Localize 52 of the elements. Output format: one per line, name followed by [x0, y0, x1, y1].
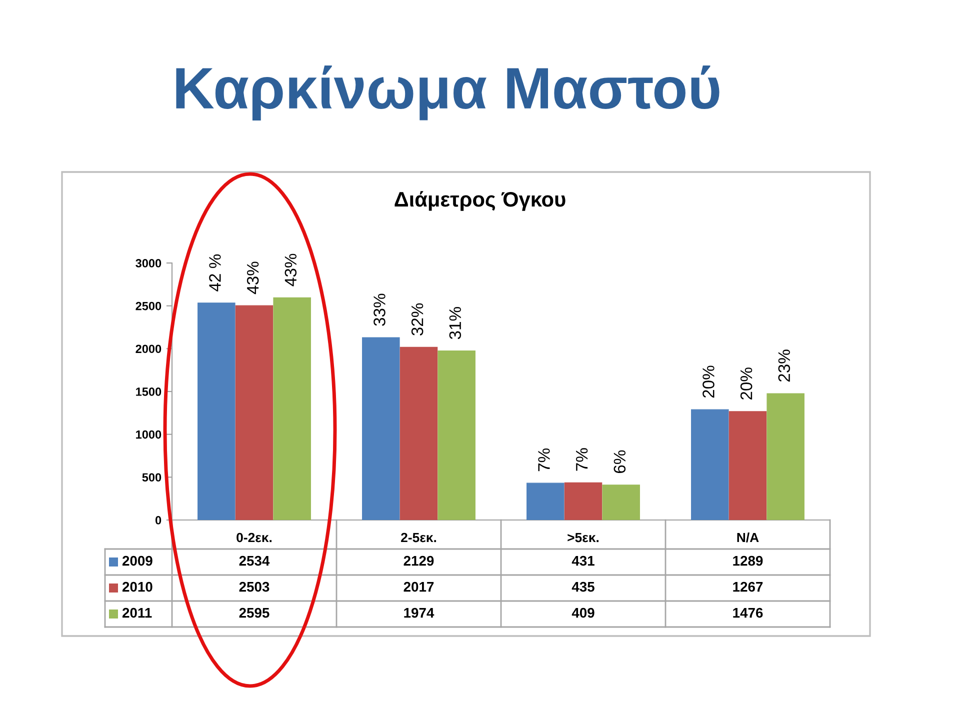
bar	[691, 409, 729, 520]
bar	[438, 350, 476, 520]
bar	[198, 302, 236, 520]
data-label: 1289	[733, 556, 763, 566]
bar	[273, 297, 311, 520]
bar	[235, 305, 274, 520]
y-tick-label: 0	[155, 516, 162, 524]
x-tick-label: N/A	[737, 532, 759, 542]
annotation: 33%	[374, 294, 386, 326]
bar	[526, 482, 564, 520]
y-tick-label: 1500	[136, 388, 162, 396]
data-label: 1267	[733, 582, 763, 592]
y-tick-label: 2500	[136, 302, 162, 310]
data-label: 2534	[239, 556, 270, 566]
annotation: 7%	[538, 448, 550, 472]
annotation: 20%	[740, 368, 752, 400]
chart-title: Καρκίνωμα Μαστού	[176, 65, 720, 121]
annotation: 23%	[778, 350, 790, 382]
annotation: 32%	[411, 303, 424, 336]
x-tick-label: >5εκ.	[568, 532, 599, 542]
chart-subtitle: Διάμετρος Όγκου	[394, 191, 566, 211]
x-tick-label: 0-2εκ.	[236, 532, 272, 542]
legend-label: 2010	[122, 582, 152, 592]
data-label: 435	[572, 582, 594, 592]
annotation: 31%	[449, 307, 462, 340]
x-tick-label: 2-5εκ.	[401, 532, 436, 542]
data-label: 2503	[239, 582, 270, 592]
data-label: 2129	[404, 556, 434, 566]
annotation: 6%	[614, 450, 626, 474]
data-label: 2595	[239, 608, 270, 618]
data-label: 409	[572, 608, 594, 618]
bar	[362, 337, 400, 520]
annotation: 43%	[284, 254, 297, 286]
legend-label: 2011	[122, 608, 152, 618]
data-label: 431	[572, 556, 594, 566]
annotation: 7%	[576, 448, 588, 471]
y-tick-label: 500	[142, 473, 162, 482]
data-label: 1476	[733, 608, 763, 618]
data-label: 1974	[404, 608, 434, 618]
annotation: 43%	[246, 262, 259, 294]
bar	[564, 482, 602, 520]
y-tick-label: 2000	[136, 344, 162, 354]
y-tick-label: 1000	[136, 430, 162, 439]
bar	[766, 393, 804, 520]
bar	[728, 411, 767, 520]
bar	[400, 346, 438, 520]
annotation: 20%	[702, 366, 714, 398]
bar	[602, 484, 640, 520]
y-tick-label: 3000	[136, 259, 162, 268]
annotation: 42 %	[209, 254, 221, 292]
legend-label: 2009	[122, 556, 152, 566]
data-label: 2017	[404, 582, 434, 592]
